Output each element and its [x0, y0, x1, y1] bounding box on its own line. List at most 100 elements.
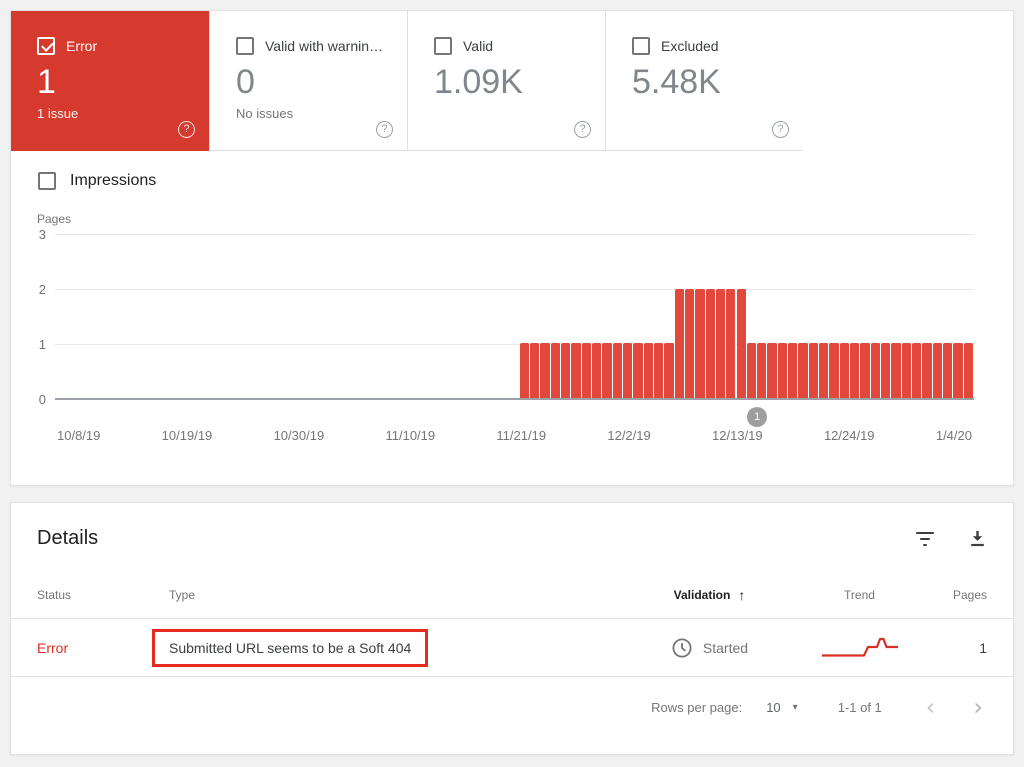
chart-bar[interactable]: [943, 343, 954, 398]
help-icon[interactable]: ?: [772, 121, 789, 138]
chart-bar[interactable]: [819, 343, 830, 398]
gridline: [55, 289, 974, 290]
x-tick-label: 11/10/19: [385, 428, 436, 443]
chart-bar[interactable]: [798, 343, 809, 398]
chart-bar[interactable]: [550, 343, 561, 398]
chart-bar[interactable]: [591, 343, 603, 398]
chart-bar[interactable]: [736, 288, 747, 398]
row-type[interactable]: Submitted URL seems to be a Soft 404: [169, 639, 412, 656]
card-value: 5.48K: [632, 63, 721, 101]
gridline: [55, 398, 974, 400]
chart-bar[interactable]: [777, 343, 789, 398]
column-header-validation[interactable]: Validation ↑: [673, 587, 746, 603]
chart-bar[interactable]: [922, 343, 933, 398]
validation-start-marker[interactable]: 1: [747, 407, 768, 427]
row-pages: 1: [979, 639, 987, 656]
dropdown-caret-icon: ▾: [792, 701, 798, 713]
chart-bar[interactable]: [674, 288, 685, 398]
status-card-excluded[interactable]: Excluded 5.48K ?: [605, 11, 803, 151]
y-tick-label: 0: [38, 392, 46, 407]
chart-bar[interactable]: [602, 343, 613, 398]
chart-bar[interactable]: [684, 288, 696, 398]
status-card-valid-with-warnings[interactable]: Valid with warnin… 0 No issues ?: [209, 11, 407, 151]
chart-bar[interactable]: [850, 343, 861, 398]
chart-bar[interactable]: [808, 343, 820, 398]
card-label: Valid with warnin…: [265, 38, 384, 54]
column-header-pages[interactable]: Pages: [952, 588, 987, 602]
chart-bar[interactable]: [932, 343, 943, 398]
checkbox-unchecked-icon[interactable]: [632, 37, 650, 55]
chart-bar[interactable]: [767, 343, 778, 398]
help-icon[interactable]: ?: [376, 121, 393, 138]
help-icon[interactable]: ?: [574, 121, 591, 138]
chart-bar[interactable]: [860, 343, 871, 398]
marker-label: 1: [754, 411, 761, 423]
chart-bar[interactable]: [581, 343, 592, 398]
chart-bar[interactable]: [571, 343, 582, 398]
checkbox-checked-icon[interactable]: [37, 37, 55, 55]
table-header-row: Status Type Validation ↑ Trend Pages: [11, 572, 1013, 618]
status-cards: Error 1 1 issue ? Valid with warnin… 0 N…: [11, 11, 1013, 151]
chart-bar[interactable]: [612, 343, 623, 398]
chart-bar[interactable]: [881, 343, 892, 398]
chart-bar[interactable]: [695, 288, 706, 398]
chart-bar[interactable]: [891, 343, 902, 398]
chart-bar[interactable]: [653, 343, 665, 398]
next-page-button[interactable]: ›: [973, 693, 983, 721]
status-card-error[interactable]: Error 1 1 issue ?: [11, 11, 209, 151]
checkbox-unchecked-icon[interactable]: [236, 37, 254, 55]
chart-bar[interactable]: [715, 288, 727, 398]
chart-bar[interactable]: [664, 343, 675, 398]
card-label: Excluded: [661, 38, 719, 54]
chart-bar[interactable]: [870, 343, 882, 398]
checkbox-unchecked-icon[interactable]: [434, 37, 452, 55]
table-row[interactable]: Error Submitted URL seems to be a Soft 4…: [11, 618, 1013, 677]
column-header-status[interactable]: Status: [37, 588, 72, 602]
chart-bar[interactable]: [643, 343, 654, 398]
chart-bar[interactable]: [839, 343, 851, 398]
chart-bar[interactable]: [757, 343, 768, 398]
chart-bar[interactable]: [963, 343, 974, 398]
chart-bar[interactable]: [746, 343, 758, 398]
cards-filler: [803, 11, 1013, 151]
y-tick-label: 1: [38, 337, 46, 352]
download-icon[interactable]: [968, 529, 987, 548]
impressions-toggle[interactable]: Impressions: [38, 172, 1013, 190]
rows-per-page-label: Rows per page:: [651, 699, 743, 715]
rows-per-page-select[interactable]: 10 ▾: [766, 699, 798, 715]
impressions-label: Impressions: [70, 172, 157, 189]
chart-bar[interactable]: [912, 343, 923, 398]
coverage-panel: Error 1 1 issue ? Valid with warnin… 0 N…: [10, 10, 1014, 486]
card-subtext: [434, 106, 585, 121]
chart-bar[interactable]: [829, 343, 840, 398]
status-card-valid[interactable]: Valid 1.09K ?: [407, 11, 605, 151]
chart-bar[interactable]: [953, 343, 964, 398]
row-status[interactable]: Error: [37, 639, 69, 656]
annotation-highlight-box: Submitted URL seems to be a Soft 404: [152, 628, 429, 667]
chart-bar[interactable]: [540, 343, 551, 398]
chart-bar[interactable]: [788, 343, 799, 398]
card-label: Valid: [463, 38, 494, 54]
x-tick-label: 12/2/19: [607, 428, 651, 443]
column-header-trend[interactable]: Trend: [844, 588, 875, 602]
y-tick-label: 3: [38, 227, 46, 242]
chart-bar[interactable]: [622, 343, 634, 398]
column-header-type[interactable]: Type: [169, 588, 196, 602]
chart-bar[interactable]: [705, 288, 716, 398]
impressions-checkbox[interactable]: [38, 172, 56, 190]
chart-bar[interactable]: [529, 343, 541, 398]
chart-bar[interactable]: [901, 343, 913, 398]
help-icon[interactable]: ?: [178, 121, 195, 138]
sort-ascending-icon: ↑: [738, 587, 746, 603]
filter-icon[interactable]: [914, 530, 936, 548]
chart-bar[interactable]: [726, 288, 737, 398]
chart-bar[interactable]: [633, 343, 644, 398]
card-subtext: [632, 106, 783, 121]
chart-bar[interactable]: [519, 343, 530, 398]
pagination-range: 1-1 of 1: [837, 699, 882, 715]
y-tick-label: 2: [38, 282, 46, 297]
chart-bar[interactable]: [560, 343, 572, 398]
previous-page-button[interactable]: ‹: [925, 693, 936, 721]
x-tick-label: 10/8/19: [57, 428, 101, 443]
